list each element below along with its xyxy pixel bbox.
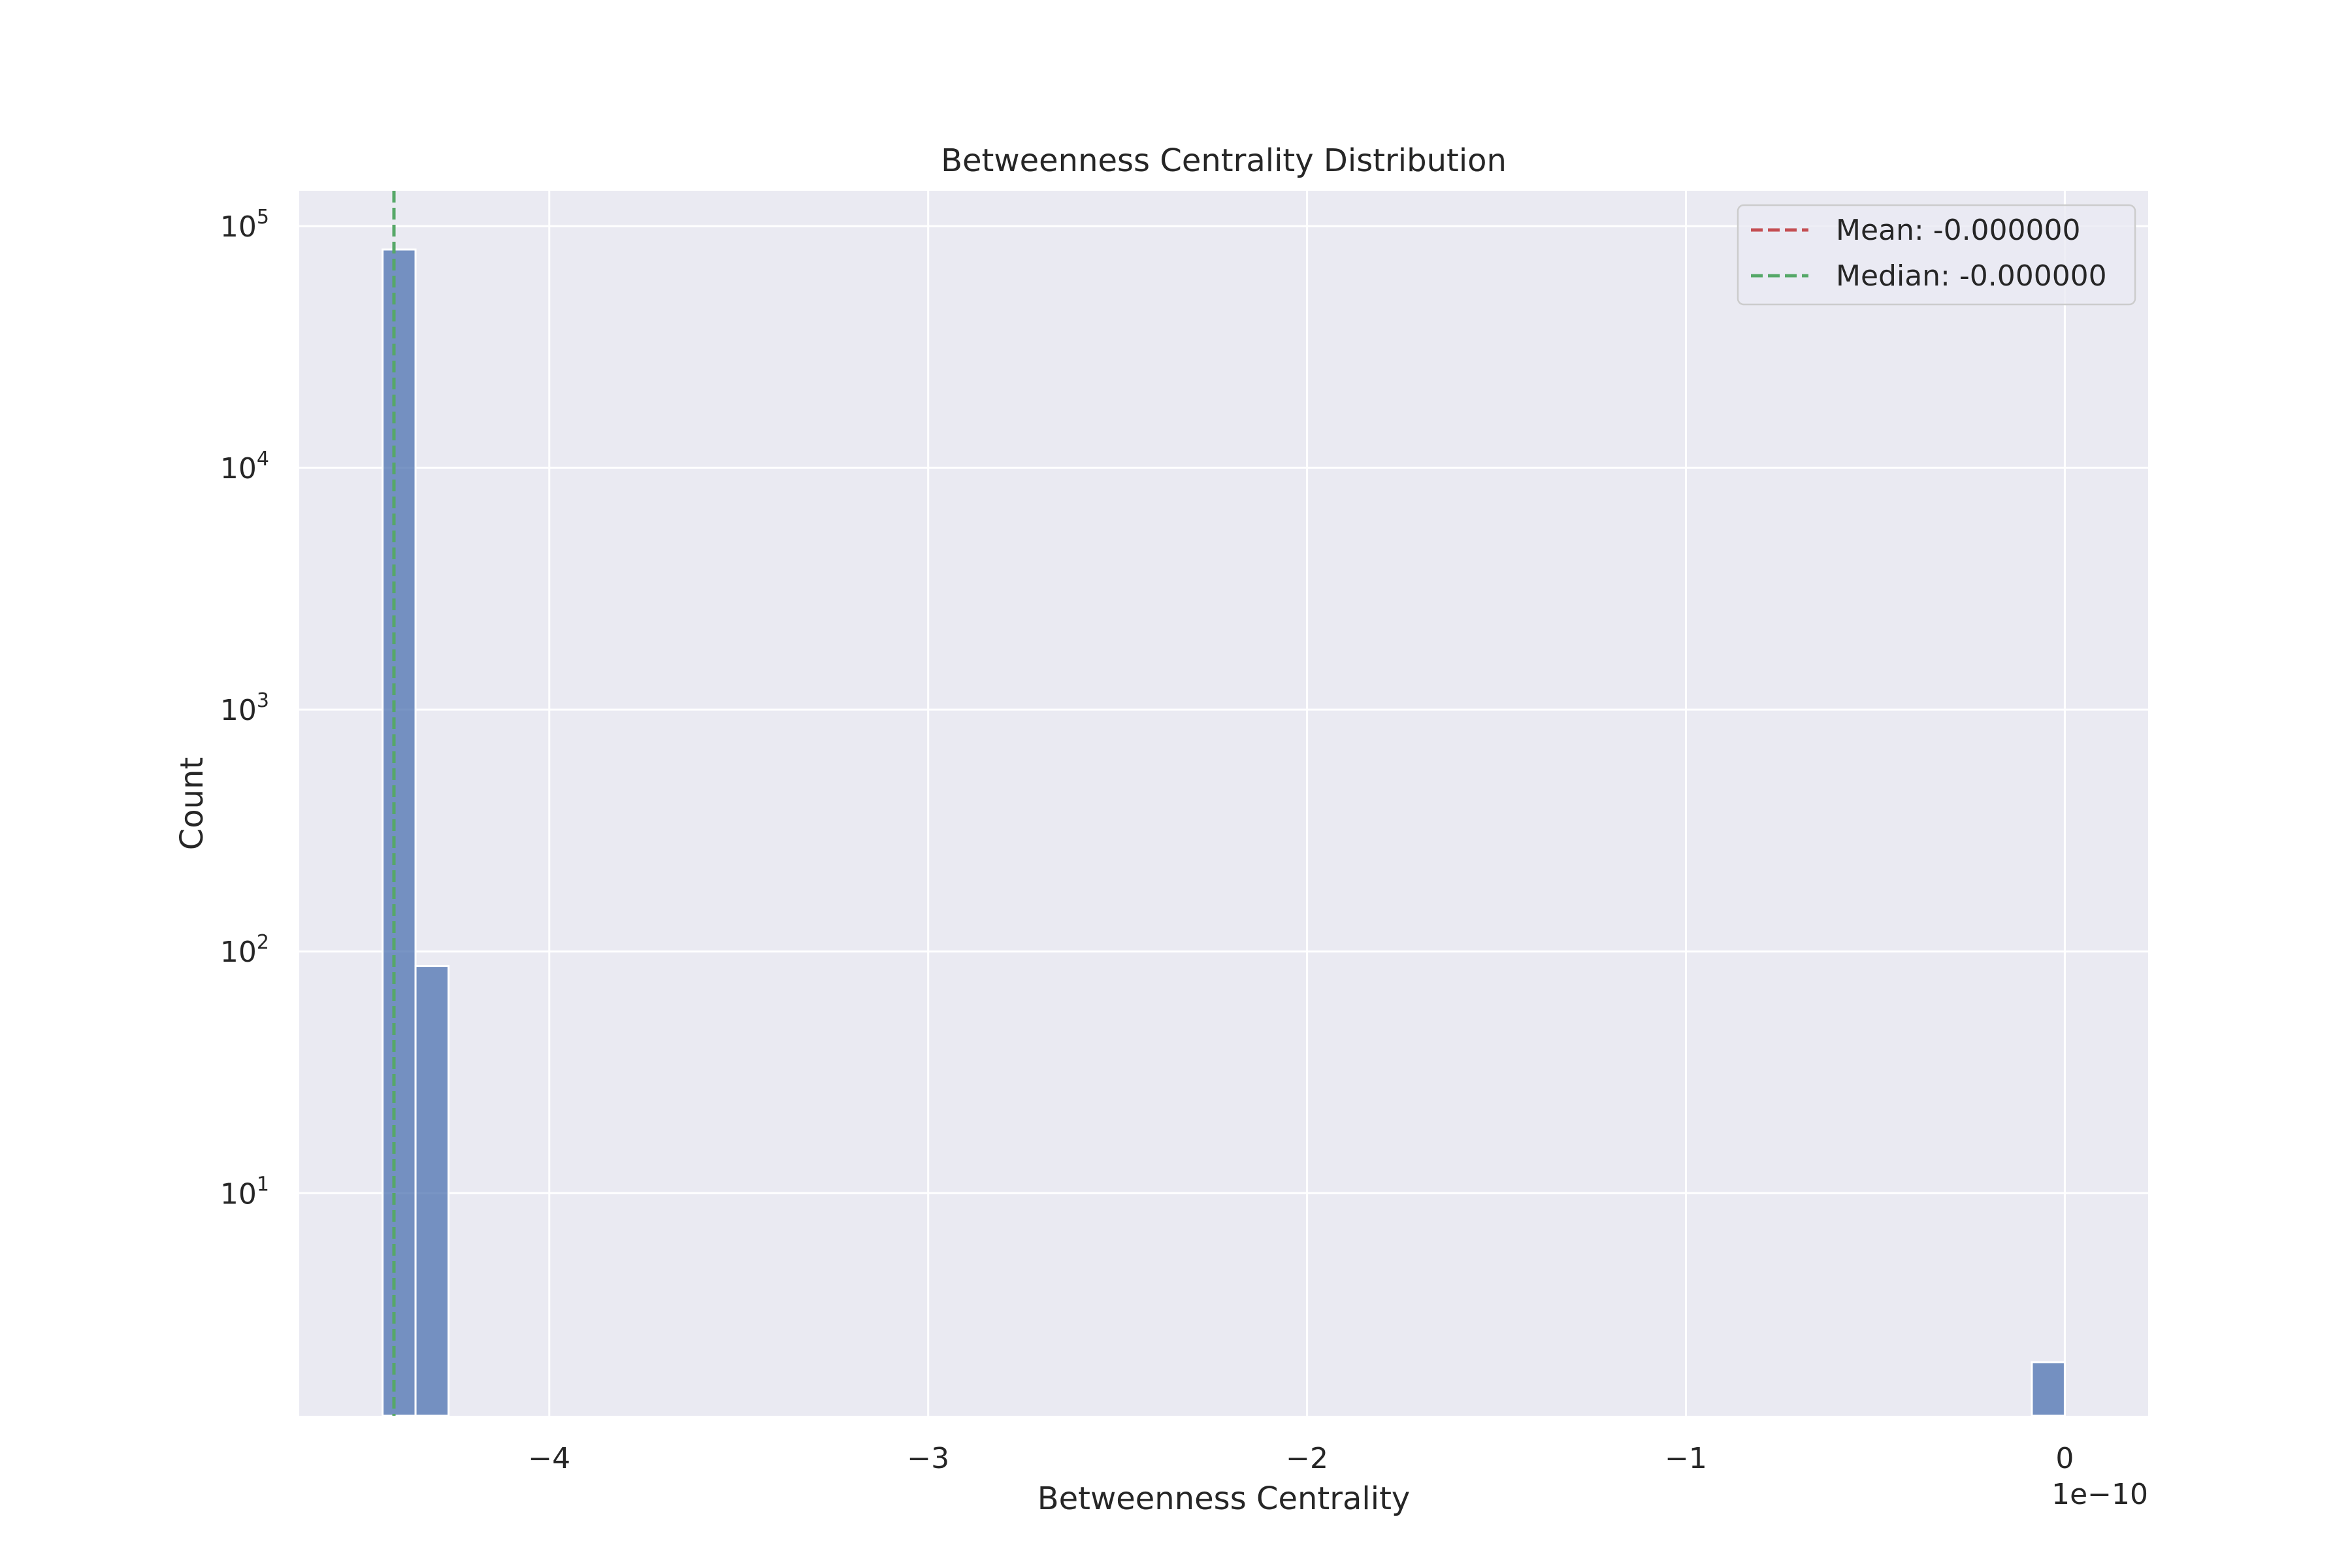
legend-mean-label: Mean: -0.000000 xyxy=(1836,214,2081,247)
histogram-bar xyxy=(382,248,417,1417)
y-tick-label: 105 xyxy=(220,206,269,244)
y-tick-label: 104 xyxy=(220,448,269,485)
chart-title: Betweenness Centrality Distribution xyxy=(941,142,1507,179)
x-tick-label: −2 xyxy=(1286,1442,1328,1475)
y-tick-label: 103 xyxy=(220,689,269,727)
plot-area xyxy=(299,191,2148,1416)
legend-median-label: Median: -0.000000 xyxy=(1836,259,2107,293)
y-axis-ticks: 101 102 103 104 105 xyxy=(220,206,269,1211)
legend: Mean: -0.000000 Median: -0.000000 xyxy=(1737,204,2136,306)
x-tick-label: 0 xyxy=(2055,1442,2074,1475)
y-tick-label: 101 xyxy=(220,1173,269,1211)
x-tick-label: −3 xyxy=(907,1442,949,1475)
x-tick-label: −4 xyxy=(528,1442,570,1475)
x-offset-label: 1e−10 xyxy=(2051,1478,2148,1511)
histogram-bar xyxy=(2031,1361,2066,1417)
x-tick-label: −1 xyxy=(1665,1442,1707,1475)
y-axis-label: Count xyxy=(174,757,210,851)
x-axis-label: Betweenness Centrality xyxy=(1037,1480,1411,1517)
histogram-bars xyxy=(382,248,2066,1417)
x-axis-ticks: −4 −3 −2 −1 0 xyxy=(528,1442,2074,1475)
histogram-bar xyxy=(414,965,449,1417)
y-tick-label: 102 xyxy=(220,931,269,969)
legend-box xyxy=(1737,204,2136,306)
